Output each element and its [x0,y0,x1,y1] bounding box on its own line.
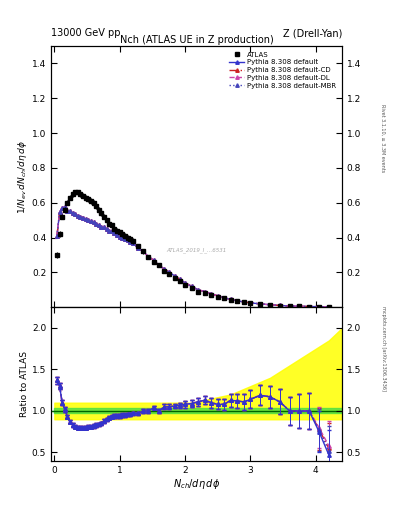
Y-axis label: $1/N_{ev}\,dN_{ch}/d\eta\,d\phi$: $1/N_{ev}\,dN_{ch}/d\eta\,d\phi$ [16,140,29,214]
Y-axis label: Ratio to ATLAS: Ratio to ATLAS [20,351,29,417]
Text: ATLAS_2019_I_...6531: ATLAS_2019_I_...6531 [166,247,227,252]
Title: Nch (ATLAS UE in Z production): Nch (ATLAS UE in Z production) [119,35,274,45]
Text: 13000 GeV pp: 13000 GeV pp [51,28,121,38]
Legend: ATLAS, Pythia 8.308 default, Pythia 8.308 default-CD, Pythia 8.308 default-DL, P: ATLAS, Pythia 8.308 default, Pythia 8.30… [227,50,338,91]
X-axis label: $N_{ch}/d\eta\,d\phi$: $N_{ch}/d\eta\,d\phi$ [173,477,220,492]
Text: mcplots.cern.ch [arXiv:1306.3436]: mcplots.cern.ch [arXiv:1306.3436] [381,306,386,391]
Text: Rivet 3.1.10, ≥ 3.3M events: Rivet 3.1.10, ≥ 3.3M events [381,104,386,173]
Text: Z (Drell-Yan): Z (Drell-Yan) [283,28,342,38]
